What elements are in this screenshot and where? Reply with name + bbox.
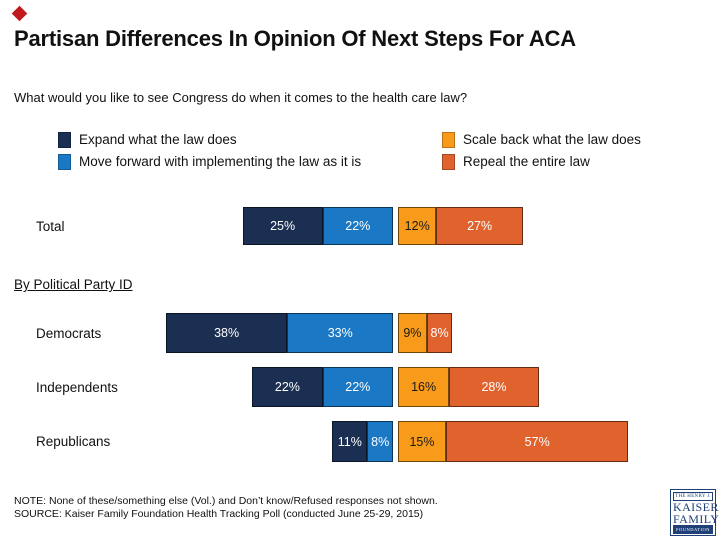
legend-item-move-forward: Move forward with implementing the law a… — [58, 153, 361, 170]
source-line: SOURCE: Kaiser Family Foundation Health … — [14, 508, 424, 520]
bar-value-label: 15% — [409, 434, 435, 449]
bar-group-right: 15% 57% — [398, 421, 629, 462]
legend-label: Expand what the law does — [79, 132, 237, 147]
legend-label: Scale back what the law does — [463, 132, 641, 147]
bar-segment: 16% — [398, 367, 450, 407]
bar-value-label: 12% — [404, 219, 430, 233]
category-label: Independents — [36, 379, 118, 395]
bar-segment: 22% — [322, 207, 393, 245]
logo-line-kaiser: KAISER — [673, 500, 719, 514]
bar-value-label: 28% — [481, 380, 507, 394]
bar-segment: 11% — [332, 421, 368, 462]
bar-group-left: 25% 22% — [242, 207, 393, 245]
bar-segment: 9% — [398, 313, 427, 353]
red-diamond-icon — [11, 5, 28, 22]
bar-value-label: 38% — [214, 326, 240, 340]
category-label: Total — [36, 218, 65, 234]
bar-value-label: 11% — [337, 434, 362, 449]
bar-segment: 8% — [367, 421, 393, 462]
legend-item-scale-back: Scale back what the law does — [442, 131, 641, 148]
bar-value-label: 16% — [411, 380, 437, 394]
logo-line-family: FAMILY — [673, 512, 720, 526]
bar-segment: 15% — [398, 421, 446, 462]
bar-segment: 25% — [242, 207, 323, 245]
bar-segment: 27% — [436, 207, 523, 245]
bar-segment: 57% — [446, 421, 629, 462]
bar-value-label: 22% — [345, 219, 371, 233]
bar-segment: 28% — [449, 367, 539, 407]
category-label: Republicans — [36, 434, 111, 449]
logo-line-foundation: FOUNDATION — [673, 525, 713, 534]
footnotes: NOTE: None of these/something else (Vol.… — [14, 495, 438, 521]
note-line: NOTE: None of these/something else (Vol.… — [14, 495, 438, 507]
legend-label: Repeal the entire law — [463, 154, 590, 169]
survey-question: What would you like to see Congress do w… — [14, 90, 468, 105]
section-header-party-id: By Political Party ID — [14, 277, 133, 292]
bar-group-left: 22% 22% — [252, 367, 393, 407]
legend-label: Move forward with implementing the law a… — [79, 154, 362, 169]
bar-value-label: 57% — [524, 434, 550, 449]
legend-swatch-orange-icon — [442, 131, 455, 148]
bar-group-right: 9% 8% — [398, 313, 453, 353]
bar-group-right: 12% 27% — [398, 207, 523, 245]
bar-value-label: 8% — [371, 434, 390, 449]
bar-segment: 33% — [287, 313, 393, 353]
bar-segment: 12% — [398, 207, 437, 245]
bar-value-label: 27% — [467, 219, 493, 233]
category-label: Democrats — [36, 325, 102, 341]
legend-item-expand: Expand what the law does — [58, 131, 237, 148]
kff-foundation-logo: THE HENRY J. KAISER FAMILY FOUNDATION — [670, 489, 720, 536]
legend-swatch-navy-icon — [58, 131, 71, 148]
bar-value-label: 8% — [430, 326, 449, 340]
bar-segment: 22% — [252, 367, 323, 407]
bar-value-label: 25% — [270, 219, 296, 233]
bar-group-left: 11% 8% — [332, 421, 393, 462]
bar-group-left: 38% 33% — [165, 313, 393, 353]
bar-group-right: 16% 28% — [398, 367, 539, 407]
logo-line-henry: THE HENRY J. — [673, 492, 713, 501]
bar-segment: 22% — [322, 367, 393, 407]
bar-value-label: 22% — [345, 380, 371, 394]
legend-swatch-dark-orange-icon — [442, 153, 455, 170]
bar-value-label: 9% — [403, 326, 422, 340]
bar-segment: 38% — [165, 313, 288, 353]
legend-swatch-blue-icon — [58, 153, 71, 170]
bar-value-label: 33% — [327, 326, 353, 340]
bar-segment: 8% — [426, 313, 453, 353]
legend-item-repeal: Repeal the entire law — [442, 153, 590, 170]
page-title: Partisan Differences In Opinion Of Next … — [14, 26, 576, 51]
bar-value-label: 22% — [274, 380, 300, 394]
